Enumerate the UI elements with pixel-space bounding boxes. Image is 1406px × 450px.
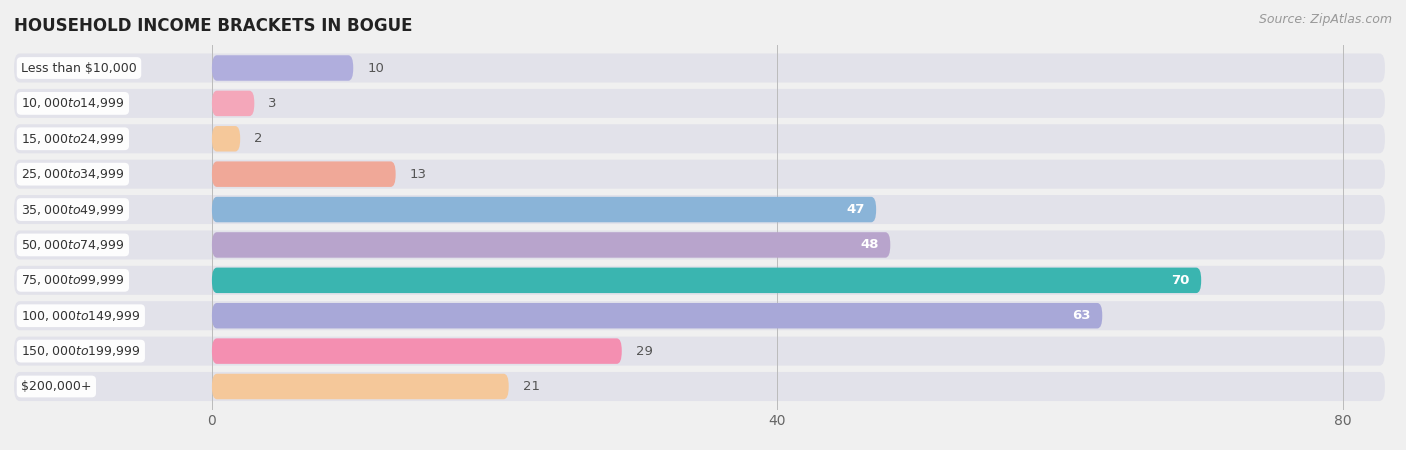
Text: 70: 70 xyxy=(1171,274,1189,287)
Text: $75,000 to $99,999: $75,000 to $99,999 xyxy=(21,273,125,288)
FancyBboxPatch shape xyxy=(14,301,1385,330)
Text: 48: 48 xyxy=(860,238,879,252)
FancyBboxPatch shape xyxy=(212,55,353,81)
Text: $150,000 to $199,999: $150,000 to $199,999 xyxy=(21,344,141,358)
FancyBboxPatch shape xyxy=(212,303,1102,328)
FancyBboxPatch shape xyxy=(14,230,1385,260)
FancyBboxPatch shape xyxy=(212,374,509,399)
Text: $15,000 to $24,999: $15,000 to $24,999 xyxy=(21,132,125,146)
Text: $50,000 to $74,999: $50,000 to $74,999 xyxy=(21,238,125,252)
FancyBboxPatch shape xyxy=(212,268,1201,293)
FancyBboxPatch shape xyxy=(212,197,876,222)
Text: $25,000 to $34,999: $25,000 to $34,999 xyxy=(21,167,125,181)
Text: 63: 63 xyxy=(1073,309,1091,322)
FancyBboxPatch shape xyxy=(212,126,240,152)
Text: $100,000 to $149,999: $100,000 to $149,999 xyxy=(21,309,141,323)
Text: Less than $10,000: Less than $10,000 xyxy=(21,62,136,75)
FancyBboxPatch shape xyxy=(212,232,890,258)
Text: 21: 21 xyxy=(523,380,540,393)
Text: $200,000+: $200,000+ xyxy=(21,380,91,393)
FancyBboxPatch shape xyxy=(212,90,254,116)
Text: 2: 2 xyxy=(254,132,263,145)
Text: $35,000 to $49,999: $35,000 to $49,999 xyxy=(21,202,125,216)
FancyBboxPatch shape xyxy=(212,162,395,187)
FancyBboxPatch shape xyxy=(14,160,1385,189)
FancyBboxPatch shape xyxy=(14,266,1385,295)
Text: 47: 47 xyxy=(846,203,865,216)
FancyBboxPatch shape xyxy=(14,372,1385,401)
Text: $10,000 to $14,999: $10,000 to $14,999 xyxy=(21,96,125,110)
Text: 3: 3 xyxy=(269,97,277,110)
FancyBboxPatch shape xyxy=(14,89,1385,118)
FancyBboxPatch shape xyxy=(212,338,621,364)
FancyBboxPatch shape xyxy=(14,337,1385,365)
Text: Source: ZipAtlas.com: Source: ZipAtlas.com xyxy=(1258,14,1392,27)
Text: 10: 10 xyxy=(367,62,384,75)
Text: 29: 29 xyxy=(636,345,652,358)
FancyBboxPatch shape xyxy=(14,54,1385,82)
FancyBboxPatch shape xyxy=(14,195,1385,224)
FancyBboxPatch shape xyxy=(14,124,1385,153)
Text: HOUSEHOLD INCOME BRACKETS IN BOGUE: HOUSEHOLD INCOME BRACKETS IN BOGUE xyxy=(14,17,412,35)
Text: 13: 13 xyxy=(409,168,427,180)
